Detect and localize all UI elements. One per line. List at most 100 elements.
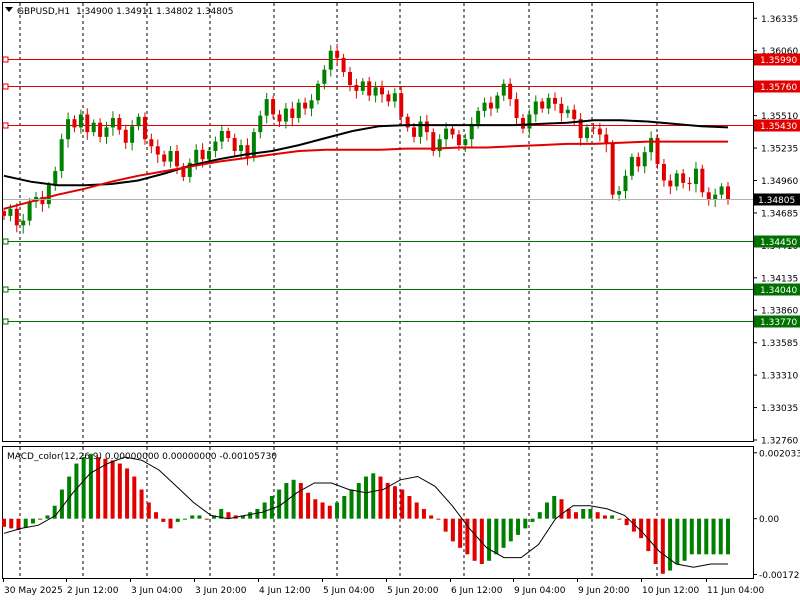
price-pane-frame [2, 2, 754, 442]
macd-bar [639, 518, 644, 539]
candle-body [681, 173, 686, 183]
candle-body [655, 138, 660, 164]
candle-body [482, 102, 487, 111]
candle-body [527, 114, 532, 129]
macd-bar [573, 512, 578, 519]
candle-body [693, 168, 698, 185]
candle-body [520, 117, 525, 129]
macd-bar [313, 499, 318, 519]
macd-bar [277, 489, 282, 519]
level-price-tag [754, 53, 800, 66]
macd-bar [385, 483, 390, 519]
candle-body [546, 97, 551, 109]
candle-body [719, 186, 724, 195]
candle-body [117, 117, 122, 130]
candle-body [412, 127, 417, 137]
macd-bar [197, 515, 202, 519]
candle-body [207, 151, 212, 160]
candle-body [142, 116, 147, 140]
candle-body [309, 100, 314, 109]
candle-body [277, 114, 282, 122]
candle-body [617, 191, 622, 195]
level-price-tag [754, 235, 800, 248]
macd-bar [400, 489, 405, 519]
macd-bar [675, 518, 680, 565]
candle-body [444, 128, 449, 140]
ohlc-header: 1.34900 1.34911 1.34802 1.34805 [76, 7, 233, 17]
candle-body [296, 102, 301, 118]
macd-bar [168, 518, 173, 529]
candle-body [687, 182, 692, 185]
macd-bar [581, 508, 586, 519]
candle-body [591, 127, 596, 129]
candle-body [533, 101, 538, 115]
macd-bar [175, 518, 180, 522]
time-axis-label: 5 Jun 04:00 [323, 586, 375, 596]
candle-body [21, 220, 26, 226]
macd-bar [117, 463, 122, 519]
level-handle [2, 83, 9, 90]
candle-body [360, 81, 365, 91]
candle-body [706, 192, 711, 200]
macd-signal-line [3, 456, 728, 568]
macd-bar [682, 518, 687, 561]
macd-bar [240, 515, 245, 519]
macd-bar [697, 518, 702, 555]
candle-body [700, 168, 705, 193]
macd-bar [711, 518, 716, 555]
candle-body [649, 138, 654, 153]
macd-bar [458, 518, 463, 548]
macd-bar [219, 508, 224, 519]
candle-body [354, 84, 359, 91]
candle-body [72, 119, 77, 128]
candlesticks [2, 44, 730, 234]
moving-averages [3, 119, 729, 210]
macd-bar [523, 518, 528, 529]
macd-bar [190, 515, 195, 519]
macd-axis-label: 0.00 [759, 515, 779, 525]
candle-body [200, 149, 205, 160]
candle-body [322, 69, 327, 84]
macd-pane-frame [2, 446, 754, 579]
macd-bar [646, 518, 651, 552]
time-axis-label: 6 Jun 12:00 [451, 586, 503, 596]
candle-body [610, 143, 615, 195]
chart-menu-icon[interactable] [5, 7, 13, 12]
candle-body [501, 83, 506, 96]
candle-body [40, 197, 45, 205]
candle-body [418, 121, 423, 137]
macd-bar [588, 508, 593, 519]
macd-bar [624, 518, 629, 526]
macd-bar [429, 515, 434, 519]
macd-bar [2, 518, 6, 527]
price-axis-label: 1.35510 [761, 112, 798, 122]
candle-body [508, 83, 513, 100]
candle-body [194, 149, 199, 163]
macd-bar [704, 518, 709, 555]
macd-bar [23, 518, 28, 528]
candle-body [553, 97, 558, 104]
candle-body [572, 109, 577, 120]
candle-body [245, 145, 250, 157]
candle-body [14, 208, 19, 226]
level-handle [2, 56, 9, 63]
candle-body [258, 115, 263, 133]
time-axis: 30 May 2025 2 Jun 12:00 3 Jun 04:00 3 Jun 2… [3, 578, 764, 596]
macd-bar [610, 515, 615, 519]
candle-body [59, 139, 64, 172]
macd-bar [537, 512, 542, 519]
candle-body [78, 114, 83, 128]
price-axis: 1.36335 1.36060 1.35510 1.35235 1.34960 1.346… [3, 15, 800, 447]
candle-body [597, 128, 602, 135]
horizontal-levels[interactable] [2, 56, 753, 325]
candle-body [347, 71, 352, 85]
candle-body [495, 95, 500, 109]
macd-bar [414, 502, 419, 519]
level-price-tag [754, 315, 800, 328]
candle-body [392, 93, 397, 102]
candle-body [341, 57, 346, 72]
candle-body [328, 50, 333, 70]
candle-body [187, 162, 192, 177]
level-price-tag [754, 119, 800, 132]
